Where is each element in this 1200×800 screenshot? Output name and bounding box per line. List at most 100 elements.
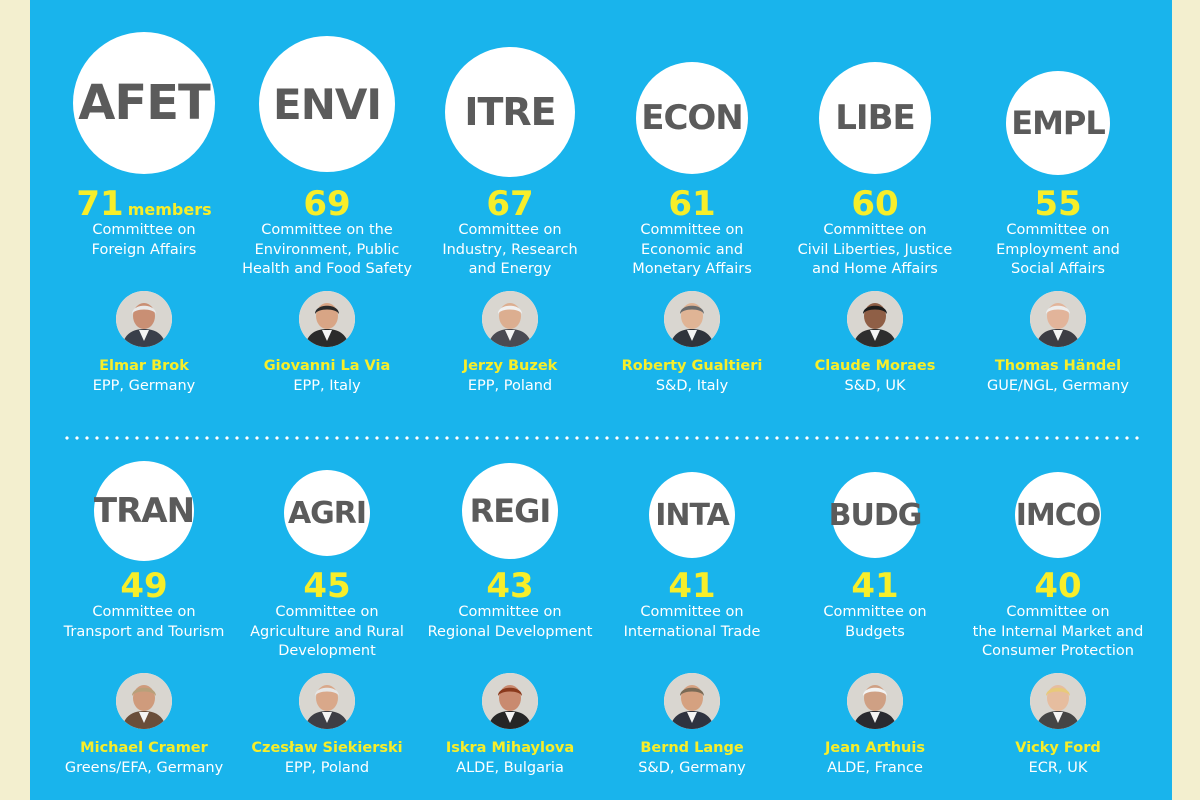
committee-badge: AGRI bbox=[284, 470, 370, 556]
committee-name: Committee on Foreign Affairs bbox=[45, 221, 243, 260]
committee-name-line: Monetary Affairs bbox=[632, 261, 752, 277]
chair-name: Czesław Siekierski bbox=[251, 740, 403, 756]
chair-party-country: Greens/EFA, Germany bbox=[64, 760, 224, 776]
committee-badge: REGI bbox=[462, 463, 558, 559]
chair-portrait bbox=[482, 291, 538, 347]
member-count: 71 members bbox=[53, 186, 235, 228]
committee-name-line: Consumer Protection bbox=[982, 643, 1134, 659]
committee-code: LIBE bbox=[835, 98, 915, 138]
chair-party-country: S&D, Germany bbox=[638, 760, 746, 776]
chair-portrait bbox=[664, 673, 720, 729]
member-count-number: 41 bbox=[851, 566, 899, 606]
committee-name-line: Committee on bbox=[1006, 222, 1110, 238]
committee-code: TRAN bbox=[93, 491, 195, 531]
committee-name-line: Foreign Affairs bbox=[91, 241, 197, 258]
committee-name-line: and Energy bbox=[468, 261, 552, 277]
chair-party-country: ECR, UK bbox=[1028, 760, 1088, 776]
committee-name-line: Employment and bbox=[996, 241, 1120, 258]
chair-party-country: GUE/NGL, Germany bbox=[987, 378, 1129, 394]
portrait-icon bbox=[1030, 673, 1086, 729]
member-count: 41 bbox=[601, 568, 783, 604]
portrait-icon bbox=[299, 291, 355, 347]
chair-name: Giovanni La Via bbox=[263, 358, 391, 374]
chair-portrait bbox=[664, 291, 720, 347]
member-count-number: 43 bbox=[486, 566, 534, 606]
portrait-icon bbox=[1030, 291, 1086, 347]
member-count-number: 61 bbox=[668, 184, 716, 224]
committee-name-line: Committee on bbox=[640, 222, 744, 238]
portrait-icon bbox=[299, 673, 355, 729]
chair-party-country: EPP, Italy bbox=[293, 378, 361, 394]
chair-portrait bbox=[116, 291, 172, 347]
committee-name-line: Budgets bbox=[845, 623, 905, 640]
committee-name-line: the Internal Market and bbox=[972, 623, 1144, 640]
chair-party-country: S&D, Italy bbox=[655, 378, 729, 394]
committee-badge: LIBE bbox=[819, 62, 931, 174]
committee-code: AGRI bbox=[287, 495, 367, 531]
portrait-icon bbox=[664, 291, 720, 347]
chair-party-country: EPP, Poland bbox=[284, 760, 370, 776]
member-count-number: 45 bbox=[303, 566, 351, 606]
chair-portrait bbox=[299, 291, 355, 347]
committee-code: IMCO bbox=[1015, 497, 1102, 533]
chair-party-country: EPP, Germany bbox=[92, 378, 196, 394]
committee-name-line: Economic and bbox=[640, 241, 744, 258]
portrait-icon bbox=[664, 673, 720, 729]
committee-badge: ENVI bbox=[259, 36, 395, 172]
member-count-number: 60 bbox=[851, 184, 899, 224]
portrait-icon bbox=[847, 291, 903, 347]
member-count-number: 41 bbox=[668, 566, 716, 606]
chair-party-country: ALDE, France bbox=[827, 760, 923, 776]
member-count: 69 bbox=[236, 186, 418, 222]
committee-name-line: Development bbox=[278, 643, 376, 659]
committee-name-line: Environment, Public bbox=[254, 241, 400, 258]
committee-name-line: Committee on bbox=[92, 222, 196, 238]
committee-badge: AFET bbox=[73, 32, 215, 174]
committee-name-line: Industry, Research bbox=[442, 241, 578, 258]
committee-badge: ITRE bbox=[445, 47, 575, 177]
committee-name: Committee on Industry, Research and Energy bbox=[411, 221, 609, 280]
committee-badge: BUDG bbox=[829, 472, 922, 558]
chair-name: Claude Moraes bbox=[814, 358, 936, 374]
committee-code: ENVI bbox=[273, 79, 382, 129]
chair-name: Roberty Gualtieri bbox=[621, 358, 763, 374]
chair-name: Vicky Ford bbox=[1015, 740, 1101, 756]
portrait-icon bbox=[482, 291, 538, 347]
committee-code: ITRE bbox=[464, 90, 556, 134]
committee-name-line: Regional Development bbox=[427, 623, 593, 640]
member-count-number: 49 bbox=[120, 566, 168, 606]
committee-code: REGI bbox=[469, 492, 552, 530]
committee-name: Committee on Budgets bbox=[776, 603, 974, 642]
committee-name-line: and Home Affairs bbox=[812, 261, 938, 277]
committee-name-line: Civil Liberties, Justice bbox=[797, 241, 953, 258]
portrait-icon bbox=[116, 291, 172, 347]
committee-badge: TRAN bbox=[93, 461, 195, 561]
committee-badge: ECON bbox=[636, 62, 748, 174]
committee-code: EMPL bbox=[1011, 104, 1106, 142]
chair-portrait bbox=[299, 673, 355, 729]
committee-name-line: Committee on the bbox=[261, 222, 393, 238]
member-count-number: 55 bbox=[1034, 184, 1082, 224]
portrait-icon bbox=[482, 673, 538, 729]
committee-name-line: Committee on bbox=[458, 222, 562, 238]
committee-name-line: Transport and Tourism bbox=[63, 623, 225, 640]
committee-name-line: Social Affairs bbox=[1011, 261, 1105, 277]
committee-name-line: Committee on bbox=[823, 222, 927, 238]
portrait-icon bbox=[847, 673, 903, 729]
member-count: 67 bbox=[419, 186, 601, 222]
committee-badge: INTA bbox=[649, 472, 735, 558]
committee-name-line: Committee on bbox=[1006, 604, 1110, 620]
member-count-number: 71 bbox=[76, 184, 124, 224]
committee-name: Committee on International Trade bbox=[593, 603, 791, 642]
chair-portrait bbox=[1030, 291, 1086, 347]
committee-name-line: Committee on bbox=[92, 604, 196, 620]
member-count: 45 bbox=[236, 568, 418, 604]
chair-portrait bbox=[1030, 673, 1086, 729]
chair-portrait bbox=[847, 673, 903, 729]
committee-code: ECON bbox=[641, 98, 744, 138]
committee-code: INTA bbox=[655, 497, 730, 533]
committee-name: Committee on Agriculture and Rural Develop… bbox=[228, 603, 426, 662]
chair-portrait bbox=[847, 291, 903, 347]
committee-name: Committee on Transport and Tourism bbox=[45, 603, 243, 642]
member-count: 41 bbox=[784, 568, 966, 604]
